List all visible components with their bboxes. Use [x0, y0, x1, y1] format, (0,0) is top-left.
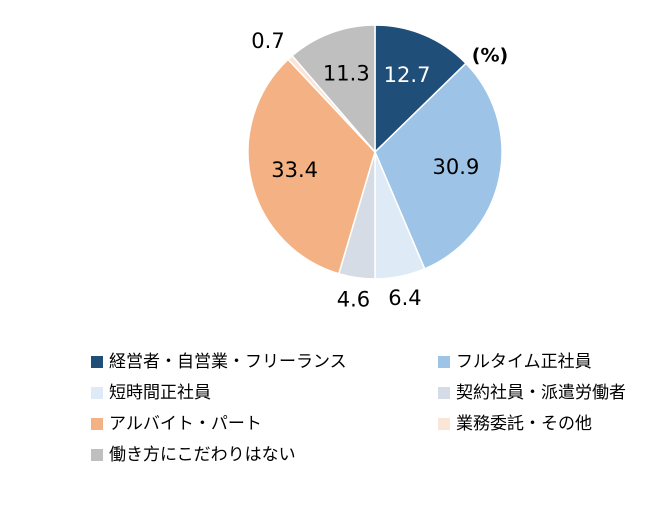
legend-label: 短時間正社員 — [109, 383, 211, 403]
data-label: 11.3 — [323, 62, 370, 86]
data-label: 12.7 — [384, 63, 431, 87]
pie-slice — [247, 58, 376, 275]
legend-swatch — [91, 387, 103, 399]
legend-swatch — [438, 387, 450, 399]
legend-swatch — [91, 418, 103, 430]
data-label: 33.4 — [271, 158, 318, 182]
pie-slice — [291, 24, 376, 155]
data-label: 0.7 — [251, 29, 284, 53]
pie-slice — [374, 24, 467, 154]
legend-label: フルタイム正社員 — [456, 352, 592, 372]
legend-label: 働き方にこだわりはない — [109, 445, 296, 465]
legend-label: 契約社員・派遣労働者 — [456, 383, 626, 403]
legend-swatch — [91, 356, 103, 368]
legend-label: 業務委託・その他 — [456, 414, 592, 434]
pie-slice — [374, 62, 503, 270]
data-label: 4.6 — [337, 287, 370, 311]
legend-swatch — [438, 356, 450, 368]
legend-label: 経営者・自営業・フリーランス — [109, 352, 347, 372]
unit-note: (%) — [472, 45, 508, 67]
data-label: 6.4 — [388, 286, 421, 310]
legend-swatch — [91, 449, 103, 461]
data-label: 30.9 — [433, 155, 480, 179]
legend-swatch — [438, 418, 450, 430]
legend-label: アルバイト・パート — [109, 414, 262, 434]
